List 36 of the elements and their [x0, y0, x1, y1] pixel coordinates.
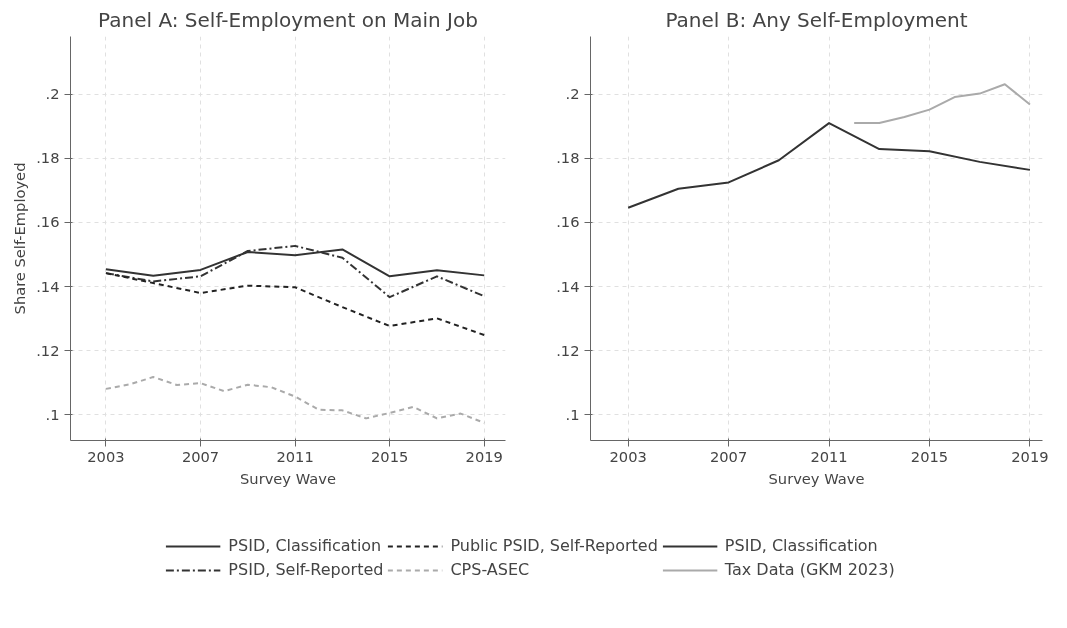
chart-title: Panel A: Self-Employment on Main Job	[98, 7, 478, 32]
y-tick-label: .16	[556, 213, 580, 231]
y-tick-label: .18	[36, 149, 60, 167]
line-series	[104, 272, 486, 337]
legend-label: PSID, Classification	[228, 536, 382, 555]
legend-label: Public PSID, Self-Reported	[450, 536, 658, 555]
x-tick-label: 2019	[465, 447, 503, 465]
y-tick-label: .2	[565, 85, 580, 103]
x-tick-label: 2007	[181, 447, 220, 465]
x-tick-label: 2015	[910, 447, 949, 465]
chart-title: Panel B: Any Self-Employment	[665, 7, 968, 32]
y-tick-label: .2	[45, 85, 60, 103]
y-axis-title: Share Self-Employed	[11, 162, 29, 315]
x-tick-label: 2019	[1011, 447, 1049, 465]
x-tick-label: 2003	[609, 447, 647, 465]
legend-label: PSID, Self-Reported	[228, 560, 384, 579]
y-tick-label: .14	[556, 277, 580, 295]
x-tick-label: 2011	[276, 447, 314, 465]
y-tick-label: .1	[45, 405, 60, 423]
legend-label: CPS-ASEC	[450, 560, 530, 579]
legend-label: Tax Data (GKM 2023)	[724, 560, 895, 579]
x-tick-label: 2015	[371, 447, 409, 465]
x-axis-title: Survey Wave	[240, 469, 336, 487]
x-tick-label: 2003	[87, 447, 125, 465]
y-tick-label: .12	[36, 341, 60, 359]
y-tick-label: .1	[565, 405, 580, 423]
y-tick-label: .16	[36, 213, 60, 231]
y-tick-label: .12	[556, 341, 580, 359]
line-series	[853, 83, 1031, 125]
x-axis-title: Survey Wave	[768, 469, 865, 487]
y-tick-label: .14	[36, 277, 60, 295]
line-series	[627, 122, 1031, 209]
x-tick-label: 2011	[810, 447, 848, 465]
y-tick-label: .18	[556, 149, 580, 167]
x-tick-label: 2007	[709, 447, 748, 465]
legend-label: PSID, Classification	[724, 536, 878, 555]
